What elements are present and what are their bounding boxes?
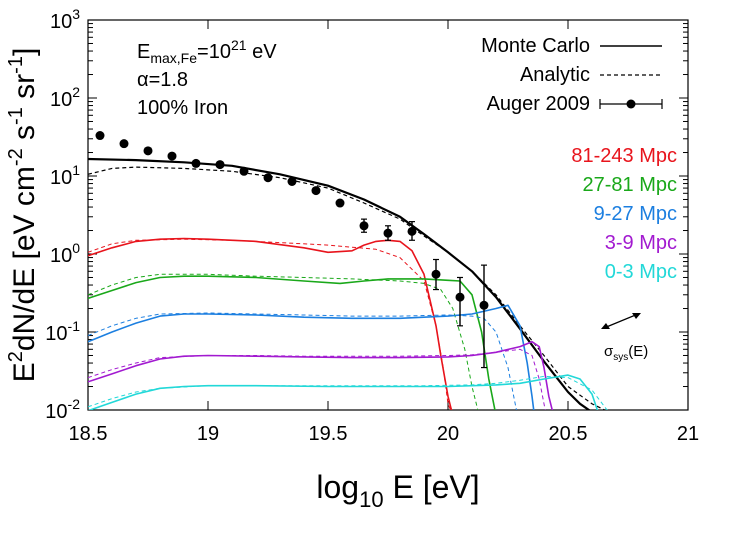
alpha-annotation: α=1.8 — [137, 69, 188, 91]
distance-label-3-9: 3-9 Mpc — [605, 232, 677, 254]
y-axis-label: E2dN/dE [eV cm-2 s-1 sr-1] — [5, 48, 41, 383]
x-tick-label: 20.5 — [549, 423, 588, 445]
sigma-sys-arrow: σsys(E) — [601, 313, 648, 363]
y-tick-label: 100 — [50, 240, 80, 267]
sigma-sys-label: σsys(E) — [604, 343, 648, 363]
auger-data-point — [480, 301, 489, 310]
distance-label-9-27: 9-27 Mpc — [594, 203, 677, 225]
y-tick-label: 10-1 — [45, 318, 80, 345]
auger-2009-points — [96, 131, 489, 368]
series-line-analytic-analytic — [88, 167, 616, 415]
auger-data-point — [360, 221, 369, 230]
auger-data-point — [120, 139, 129, 148]
x-tick-label: 20 — [437, 423, 459, 445]
y-tick-label: 103 — [50, 6, 80, 33]
auger-data-point — [408, 227, 417, 236]
legend-label-auger: Auger 2009 — [487, 93, 590, 115]
x-tick-labels: 18.5 19 19.5 20 20.5 21 — [69, 423, 700, 445]
legend: Monte Carlo Analytic Auger 2009 — [481, 35, 662, 115]
auger-data-point — [312, 186, 321, 195]
series-curves — [88, 159, 616, 416]
distance-label-81-243: 81-243 Mpc — [571, 145, 677, 167]
legend-marker-auger — [627, 100, 636, 109]
y-tick-label: 102 — [50, 84, 80, 111]
series-line-9-27-mpc-analytic — [88, 313, 518, 416]
distance-label-27-81: 27-81 Mpc — [583, 174, 678, 196]
distance-labels: 81-243 Mpc 27-81 Mpc 9-27 Mpc 3-9 Mpc 0-… — [571, 145, 677, 283]
auger-data-point — [384, 229, 393, 238]
series-line-81-243-mpc-analytic — [88, 239, 453, 415]
series-line-81-243-mpc — [88, 239, 453, 416]
legend-label-analytic: Analytic — [520, 64, 590, 86]
y-tick-label: 10-2 — [45, 396, 80, 423]
legend-label-monte-carlo: Monte Carlo — [481, 35, 590, 57]
y-tick-labels: 10-2 10-1 100 101 102 103 — [45, 6, 80, 423]
x-axis-label: log10 E [eV] — [316, 469, 479, 512]
auger-data-point — [456, 293, 465, 302]
auger-data-point — [216, 160, 225, 169]
double-arrow-icon — [604, 314, 638, 328]
auger-data-point — [336, 199, 345, 208]
distance-label-0-3: 0-3 Mpc — [605, 261, 677, 283]
x-tick-label: 18.5 — [69, 423, 108, 445]
auger-data-point — [432, 270, 441, 279]
auger-data-point — [96, 131, 105, 140]
x-tick-label: 21 — [677, 423, 699, 445]
x-tick-label: 19 — [197, 423, 219, 445]
series-line-27-81-mpc — [88, 276, 496, 415]
x-tick-label: 19.5 — [309, 423, 348, 445]
series-line-27-81-mpc-analytic — [88, 274, 479, 415]
auger-data-point — [264, 173, 273, 182]
auger-data-point — [168, 152, 177, 161]
auger-data-point — [144, 146, 153, 155]
auger-data-point — [192, 159, 201, 168]
auger-data-point — [288, 177, 297, 186]
y-tick-label: 101 — [50, 162, 80, 189]
auger-data-point — [240, 167, 249, 176]
series-line-monte-carlo — [88, 159, 597, 416]
emax-annotation: Emax,Fe=1021 eV — [137, 37, 277, 66]
composition-annotation: 100% Iron — [137, 97, 228, 119]
